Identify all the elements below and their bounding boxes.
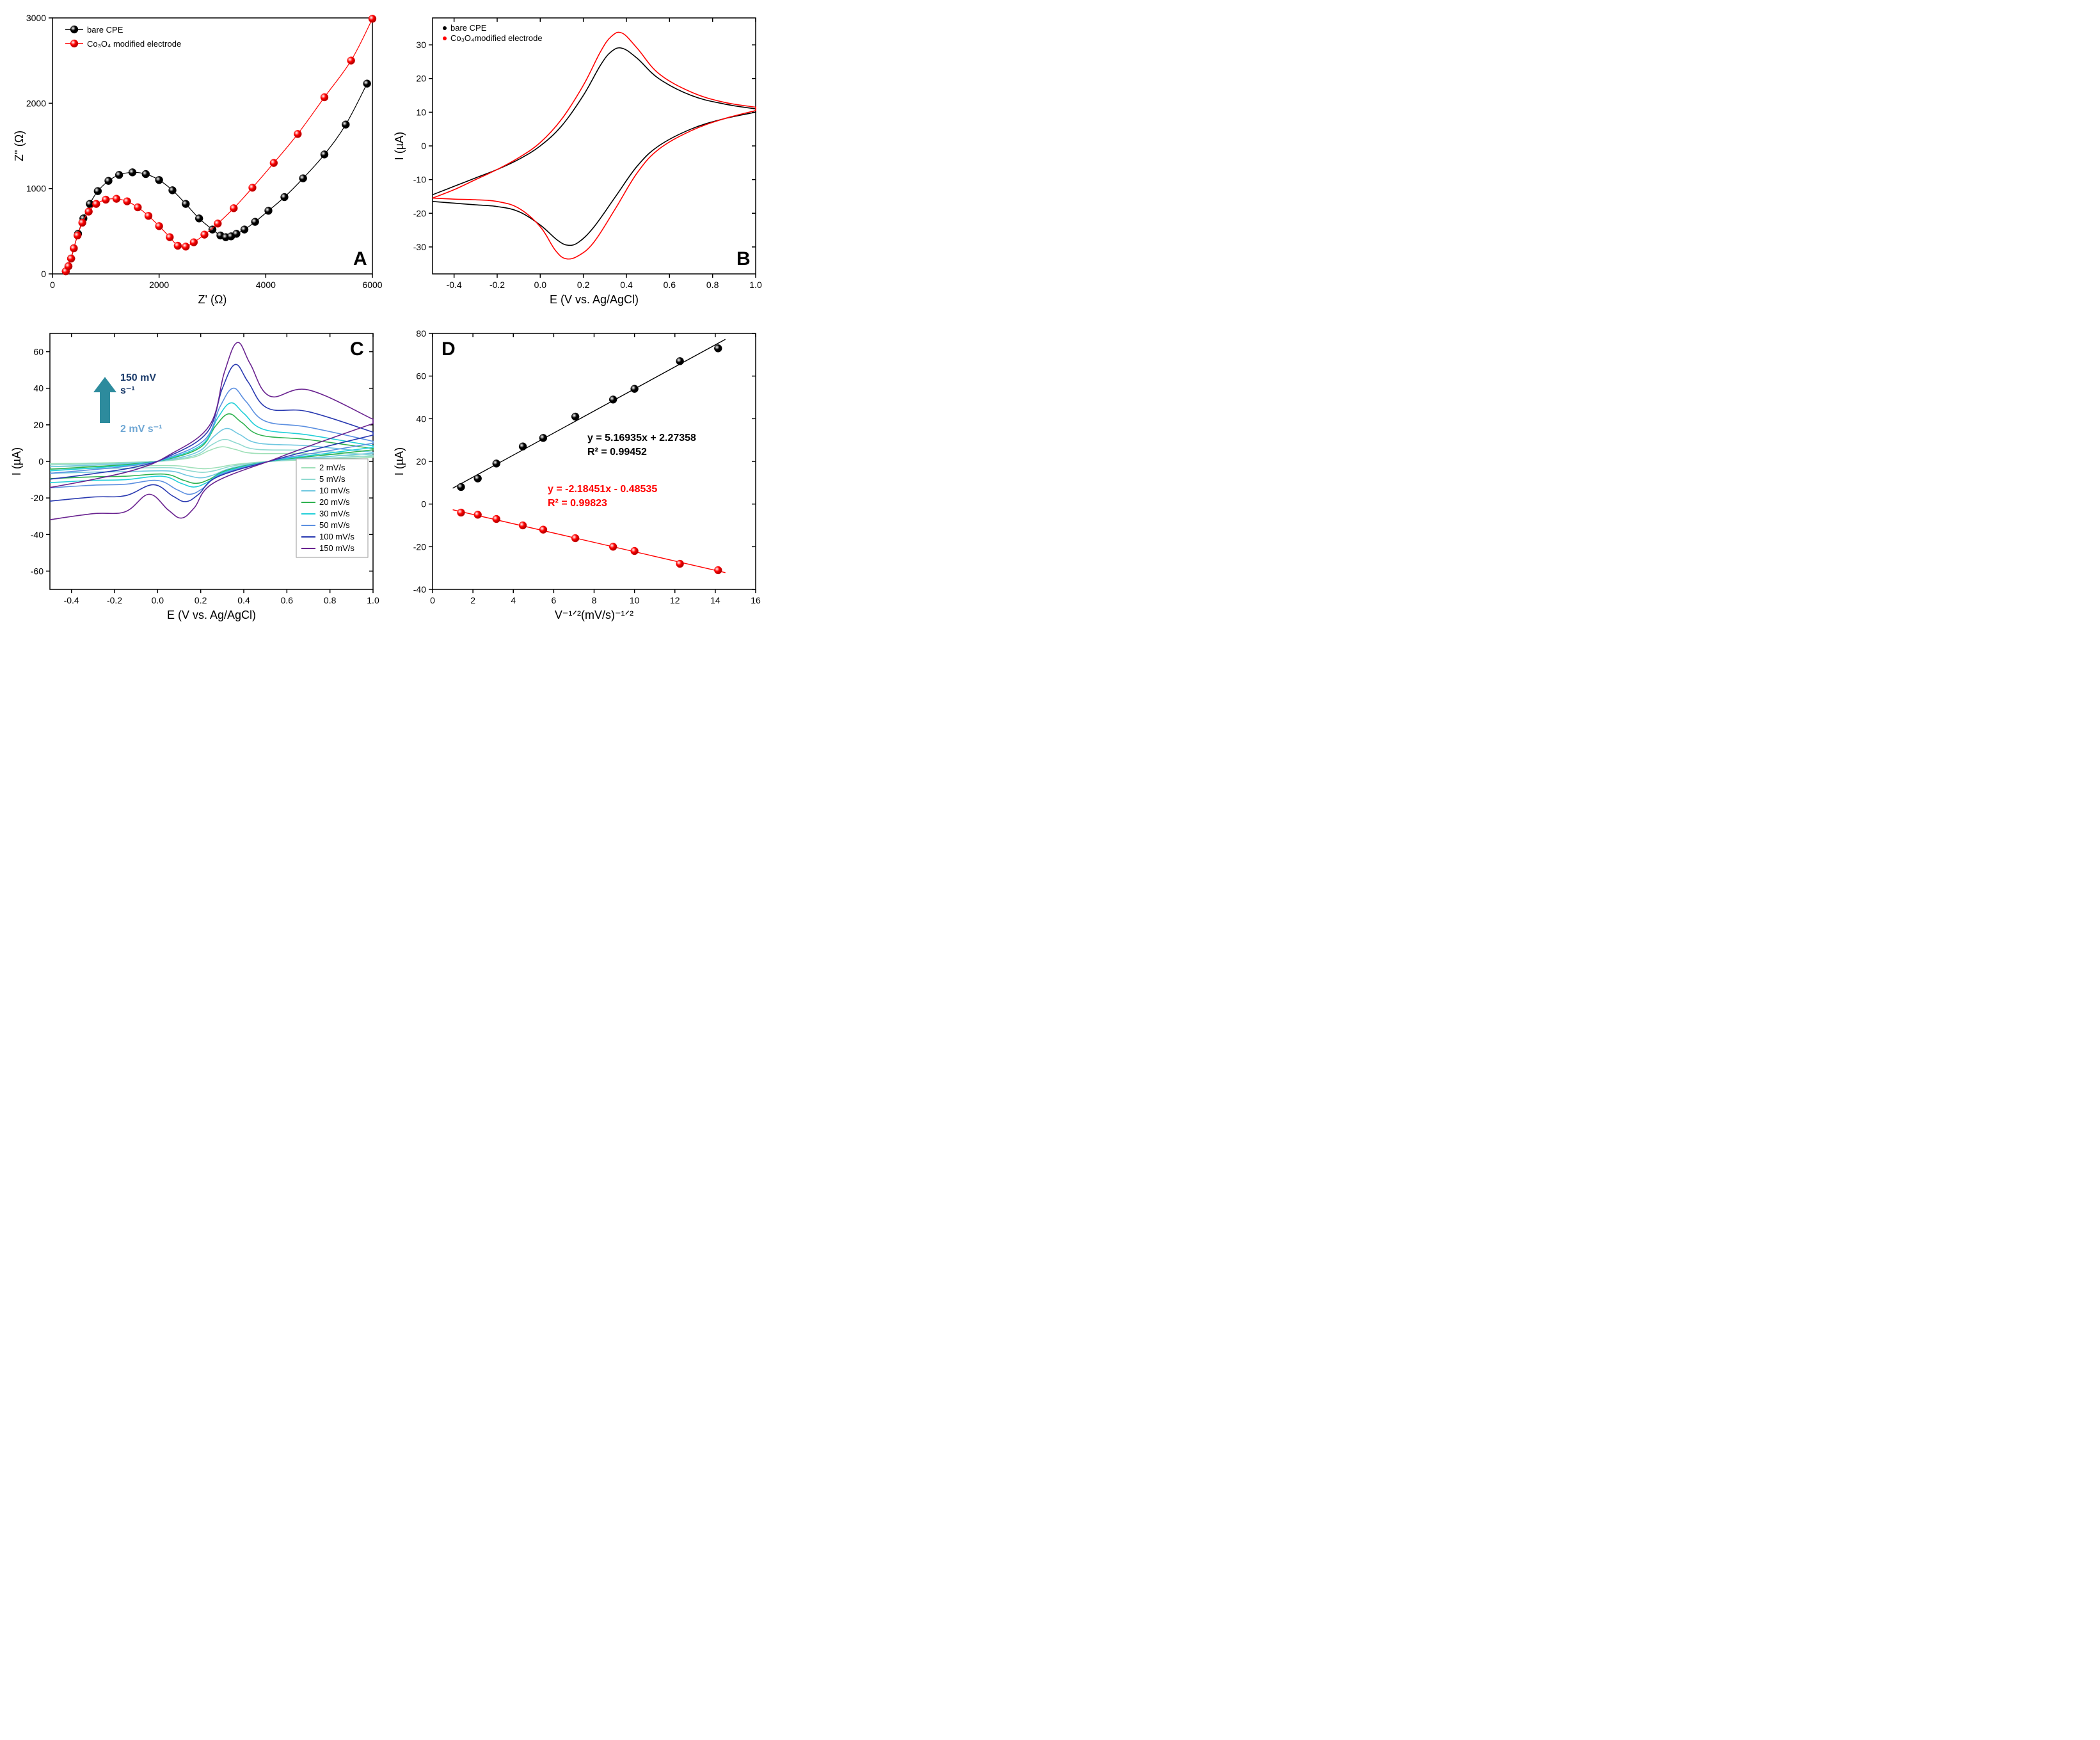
xtick-label: 8 — [592, 595, 597, 605]
ytick-label: -60 — [31, 566, 44, 576]
ytick-label: 0 — [38, 456, 44, 467]
xtick-label: 0.0 — [534, 280, 547, 290]
x-axis-label: V⁻¹ᐟ²(mV/s)⁻¹ᐟ² — [555, 609, 633, 621]
xtick-label: 0.0 — [152, 595, 164, 605]
xtick-label: 2000 — [149, 280, 169, 290]
ytick-label: 20 — [33, 420, 44, 430]
panel-letter: D — [441, 339, 456, 360]
xtick-label: 14 — [710, 595, 720, 605]
legend-label: 100 mV/s — [319, 532, 354, 541]
ytick-label: 20 — [416, 74, 426, 84]
legend-label: 20 mV/s — [319, 497, 350, 507]
scanrate-top-label: 150 mV — [120, 372, 156, 383]
panel-C: -0.4 -0.2 0.0 0.2 0.4 0.6 0.8 1.0 -60 -40 -20 0 20 40… — [6, 322, 384, 632]
scanrate-top-label: s⁻¹ — [120, 385, 135, 396]
xtick-label: 6000 — [362, 280, 382, 290]
panel-letter: A — [353, 248, 367, 269]
xtick-label: 1.0 — [367, 595, 379, 605]
ytick-label: 40 — [33, 383, 44, 394]
xtick-label: 0 — [430, 595, 435, 605]
ytick-label: -40 — [413, 584, 426, 595]
xtick-label: 0.8 — [324, 595, 337, 605]
legend-label: bare CPE — [87, 25, 123, 35]
xtick-label: 0.6 — [664, 280, 676, 290]
ytick-label: 1000 — [26, 184, 46, 194]
xtick-label: 4 — [511, 595, 516, 605]
ytick-label: 2000 — [26, 98, 46, 108]
ytick-label: 0 — [421, 141, 426, 151]
figure-grid: 02000400060000100020003000Z' (Ω)Z'' (Ω)b… — [0, 0, 768, 636]
xtick-label: 0.2 — [577, 280, 590, 290]
legend-label: 2 mV/s — [319, 463, 346, 472]
xtick-label: 6 — [551, 595, 556, 605]
xtick-label: 10 — [630, 595, 640, 605]
xtick-label: 2 — [470, 595, 475, 605]
ytick-label: -20 — [31, 493, 44, 503]
ytick-label: -20 — [413, 541, 426, 552]
ytick-label: 40 — [416, 413, 426, 424]
xtick-label: 16 — [751, 595, 761, 605]
panel-D: 0 2 4 6 8 10 12 14 16 -40 -20 0 20 40 60 80 V⁻¹ᐟ²(mV/s)⁻… — [389, 322, 767, 632]
ytick-label: 60 — [33, 347, 44, 357]
xtick-label: -0.4 — [64, 595, 79, 605]
scanrate-bottom-label: 2 mV s⁻¹ — [120, 424, 162, 435]
ytick-label: -40 — [31, 529, 44, 539]
panel-letter: B — [736, 248, 751, 269]
fit-equation: y = -2.18451x - 0.48535 — [548, 484, 657, 495]
scanrate-arrow — [100, 387, 110, 423]
x-axis-label: Z' (Ω) — [198, 293, 227, 306]
legend-label: 5 mV/s — [319, 474, 346, 484]
legend-label: Co₃O₄ modified electrode — [87, 39, 181, 49]
xtick-label: 0.6 — [281, 595, 294, 605]
ytick-label: -20 — [413, 208, 426, 218]
y-axis-label: Z'' (Ω) — [13, 131, 26, 161]
x-axis-label: E (V vs. Ag/AgCl) — [167, 609, 256, 621]
cv-trace — [433, 32, 756, 259]
fit-r2: R² = 0.99823 — [548, 498, 607, 509]
ytick-label: 60 — [416, 371, 426, 381]
y-axis-label: I (µA) — [10, 447, 23, 475]
legend-label: Co₃O₄modified electrode — [450, 33, 543, 43]
series-line — [66, 84, 367, 271]
ytick-label: -30 — [413, 242, 426, 252]
fit-equation: y = 5.16935x + 2.27358 — [587, 433, 696, 443]
xtick-label: -0.2 — [107, 595, 122, 605]
x-axis-label: E (V vs. Ag/AgCl) — [550, 293, 639, 306]
ytick-label: 3000 — [26, 13, 46, 23]
cv-trace — [433, 48, 756, 246]
ytick-label: 80 — [416, 328, 426, 339]
ytick-label: -10 — [413, 175, 426, 185]
xtick-label: 0.8 — [706, 280, 719, 290]
xtick-label: -0.2 — [489, 280, 505, 290]
xtick-label: -0.4 — [447, 280, 462, 290]
legend-label: 30 mV/s — [319, 509, 350, 518]
panel-B: -0.4 -0.2 0.0 0.2 0.4 0.6 0.8 1.0 -30 -20 -10 0 10 20… — [389, 6, 767, 317]
legend-label: 150 mV/s — [319, 543, 354, 553]
xtick-label: 0.2 — [195, 595, 207, 605]
y-axis-label: I (µA) — [393, 447, 406, 475]
legend-label: 50 mV/s — [319, 520, 350, 530]
ytick-label: 10 — [416, 107, 426, 117]
legend-label: bare CPE — [450, 23, 487, 33]
panel-A: 0 2000 4000 6000 0 1000 2000 3000 Z' (Ω) Z'' (Ω) b… — [6, 6, 384, 317]
xtick-label: 0.4 — [620, 280, 633, 290]
xtick-label: 1.0 — [749, 280, 762, 290]
fit-r2: R² = 0.99452 — [587, 447, 647, 458]
ytick-label: 0 — [41, 269, 46, 279]
xtick-label: 0 — [50, 280, 55, 290]
ytick-label: 0 — [421, 499, 426, 509]
ytick-label: 20 — [416, 456, 426, 467]
xtick-label: 12 — [670, 595, 680, 605]
xtick-label: 4000 — [256, 280, 276, 290]
xtick-label: 0.4 — [237, 595, 250, 605]
ytick-label: 30 — [416, 40, 426, 50]
panel-letter: C — [350, 339, 364, 360]
y-axis-label: I (µA) — [393, 132, 406, 160]
legend-label: 10 mV/s — [319, 486, 350, 495]
